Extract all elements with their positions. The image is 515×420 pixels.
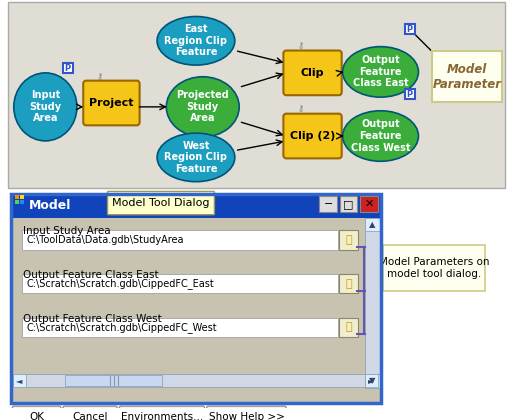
FancyBboxPatch shape xyxy=(65,375,162,386)
Text: C:\Scratch\Scratch.gdb\CippedFC_West: C:\Scratch\Scratch.gdb\CippedFC_West xyxy=(27,322,217,333)
FancyBboxPatch shape xyxy=(119,406,204,420)
FancyBboxPatch shape xyxy=(405,24,415,34)
Ellipse shape xyxy=(157,16,235,65)
FancyBboxPatch shape xyxy=(11,218,381,403)
FancyBboxPatch shape xyxy=(207,406,286,420)
FancyBboxPatch shape xyxy=(83,81,140,125)
FancyBboxPatch shape xyxy=(365,218,380,388)
Text: C:\ToolData\Data.gdb\StudyArea: C:\ToolData\Data.gdb\StudyArea xyxy=(27,235,184,245)
FancyBboxPatch shape xyxy=(365,218,380,231)
FancyBboxPatch shape xyxy=(13,374,26,387)
FancyBboxPatch shape xyxy=(339,274,358,294)
Ellipse shape xyxy=(342,47,419,97)
Text: Output Feature Class West: Output Feature Class West xyxy=(23,314,162,324)
Ellipse shape xyxy=(14,73,77,141)
FancyBboxPatch shape xyxy=(405,89,415,99)
Text: Cancel: Cancel xyxy=(72,412,108,420)
Text: Clip (2): Clip (2) xyxy=(290,131,335,141)
FancyBboxPatch shape xyxy=(15,200,19,204)
FancyBboxPatch shape xyxy=(339,230,358,250)
FancyBboxPatch shape xyxy=(365,374,380,388)
Text: Environments...: Environments... xyxy=(121,412,203,420)
Text: 🗁: 🗁 xyxy=(345,323,352,332)
FancyBboxPatch shape xyxy=(340,196,357,212)
Text: Output Feature Class East: Output Feature Class East xyxy=(23,270,159,280)
Text: Input
Study
Area: Input Study Area xyxy=(29,90,61,123)
FancyBboxPatch shape xyxy=(11,194,381,218)
Text: ⚷: ⚷ xyxy=(97,71,103,80)
Text: Show Help >>: Show Help >> xyxy=(209,412,284,420)
Ellipse shape xyxy=(157,133,235,182)
FancyBboxPatch shape xyxy=(360,196,377,212)
Text: Model Parameters on
model tool dialog.: Model Parameters on model tool dialog. xyxy=(379,257,489,279)
Text: C:\Scratch\Scratch.gdb\CippedFC_East: C:\Scratch\Scratch.gdb\CippedFC_East xyxy=(27,278,215,289)
Text: □: □ xyxy=(343,199,354,209)
FancyBboxPatch shape xyxy=(25,374,365,387)
Text: ⚷: ⚷ xyxy=(297,39,303,49)
Text: Model
Parameter: Model Parameter xyxy=(433,63,502,91)
FancyBboxPatch shape xyxy=(108,192,214,215)
FancyBboxPatch shape xyxy=(12,406,61,420)
Text: Input Study Area: Input Study Area xyxy=(23,226,111,236)
Text: ▲: ▲ xyxy=(369,220,375,229)
Text: ►: ► xyxy=(368,376,374,385)
Text: −: − xyxy=(323,199,333,209)
Text: Output
Feature
Class West: Output Feature Class West xyxy=(351,119,410,152)
Text: Model Tool Dialog: Model Tool Dialog xyxy=(112,198,210,208)
FancyBboxPatch shape xyxy=(339,318,358,337)
Ellipse shape xyxy=(342,111,419,161)
FancyBboxPatch shape xyxy=(319,196,337,212)
Text: P: P xyxy=(407,90,413,99)
Text: West
Region Clip
Feature: West Region Clip Feature xyxy=(164,141,228,174)
Text: Projected
Study
Area: Projected Study Area xyxy=(176,90,229,123)
Text: ✕: ✕ xyxy=(364,199,373,209)
FancyBboxPatch shape xyxy=(20,195,24,199)
Text: P: P xyxy=(407,25,413,34)
FancyBboxPatch shape xyxy=(283,50,341,95)
FancyBboxPatch shape xyxy=(22,230,338,250)
Text: 🗁: 🗁 xyxy=(345,279,352,289)
Text: Output
Feature
Class East: Output Feature Class East xyxy=(353,55,408,89)
Text: P: P xyxy=(65,63,71,73)
FancyBboxPatch shape xyxy=(283,114,341,158)
Text: ◄: ◄ xyxy=(16,376,23,385)
Text: OK: OK xyxy=(29,412,44,420)
Text: Clip: Clip xyxy=(301,68,324,78)
FancyBboxPatch shape xyxy=(383,245,486,291)
Text: ⚷: ⚷ xyxy=(297,103,303,112)
FancyBboxPatch shape xyxy=(20,200,24,204)
Text: 🗁: 🗁 xyxy=(345,235,352,245)
Text: Project: Project xyxy=(89,98,134,108)
Text: ▼: ▼ xyxy=(369,376,375,386)
FancyBboxPatch shape xyxy=(22,274,338,294)
Ellipse shape xyxy=(166,77,239,137)
FancyBboxPatch shape xyxy=(63,63,73,73)
FancyBboxPatch shape xyxy=(432,52,502,102)
Text: East
Region Clip
Feature: East Region Clip Feature xyxy=(164,24,228,58)
FancyBboxPatch shape xyxy=(15,195,19,199)
FancyBboxPatch shape xyxy=(8,2,505,187)
Text: Model: Model xyxy=(29,200,71,213)
FancyBboxPatch shape xyxy=(22,318,338,337)
FancyBboxPatch shape xyxy=(365,374,377,387)
FancyBboxPatch shape xyxy=(63,406,117,420)
